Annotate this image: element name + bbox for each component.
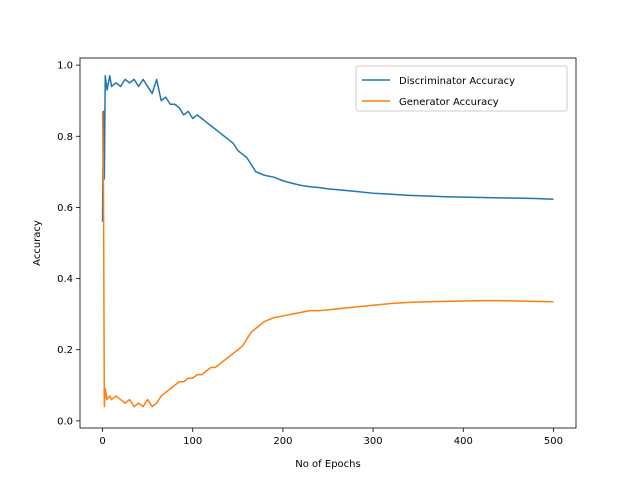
legend-label: Discriminator Accuracy (399, 76, 515, 87)
y-tick-label: 0.4 (57, 274, 73, 285)
y-tick-label: 0.2 (57, 345, 73, 356)
y-axis-label: Accuracy (32, 220, 43, 266)
y-tick-label: 1.0 (57, 61, 73, 72)
series-line-1 (101, 75, 554, 222)
y-axis-ticks: 0.0 0.2 0.4 0.6 0.8 1.0 (57, 61, 80, 427)
x-tick-label: 200 (273, 436, 292, 447)
x-tick-label: 100 (183, 436, 202, 447)
x-tick-label: 400 (454, 436, 473, 447)
x-axis-label: No of Epochs (295, 459, 360, 470)
series-line-2 (101, 111, 554, 408)
legend-label: Generator Accuracy (399, 97, 499, 108)
series-layer (101, 75, 554, 408)
x-tick-label: 0 (99, 436, 105, 447)
y-tick-label: 0.0 (57, 416, 73, 427)
y-tick-label: 0.8 (57, 132, 73, 143)
x-axis-ticks: 0 100 200 300 400 500 (99, 428, 563, 447)
legend: Discriminator Accuracy Generator Accuracy (355, 65, 568, 112)
x-tick-label: 500 (544, 436, 563, 447)
x-tick-label: 300 (364, 436, 383, 447)
plot-frame (79, 57, 577, 429)
legend-box (355, 65, 568, 112)
y-tick-label: 0.6 (57, 203, 73, 214)
